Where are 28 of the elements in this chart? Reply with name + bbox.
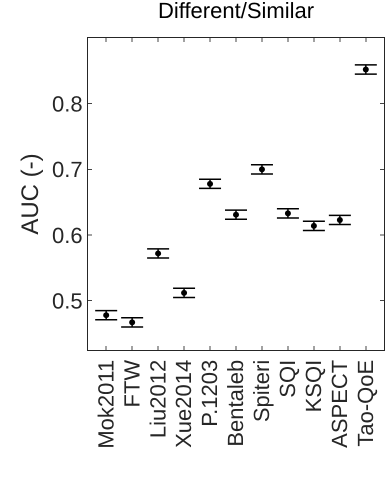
y-tick-label: 0.7 [52, 157, 83, 182]
x-tick-label: FTW [119, 360, 144, 408]
point [129, 319, 136, 326]
x-tick-label: Tao-QoE [352, 360, 378, 447]
x-tick-label: ASPECT [327, 360, 352, 448]
point [181, 290, 188, 296]
x-tick-label: SQI [275, 360, 300, 398]
point [155, 250, 162, 256]
point [207, 180, 214, 187]
y-axis-title: AUC (-) [17, 153, 44, 235]
x-tick-label: Bentaleb [223, 360, 248, 447]
point [233, 212, 239, 218]
x-tick-label: Liu2012 [145, 360, 170, 438]
x-tick-label: KSQI [301, 360, 326, 412]
x-tick-label: Mok2011 [93, 360, 118, 449]
point [310, 222, 317, 229]
x-tick-label: Spiteri [249, 360, 274, 422]
x-tick-label: Xue2014 [171, 360, 196, 448]
y-tick-label: 0.8 [52, 91, 83, 116]
point [103, 312, 110, 318]
point [336, 216, 343, 223]
y-tick-label: 0.6 [52, 222, 83, 248]
chart-title: Different/Similar [158, 0, 314, 23]
point [258, 166, 265, 172]
point [284, 210, 291, 216]
point [362, 66, 369, 73]
x-tick-label: P.1203 [197, 360, 222, 427]
y-tick-label: 0.5 [52, 288, 83, 314]
